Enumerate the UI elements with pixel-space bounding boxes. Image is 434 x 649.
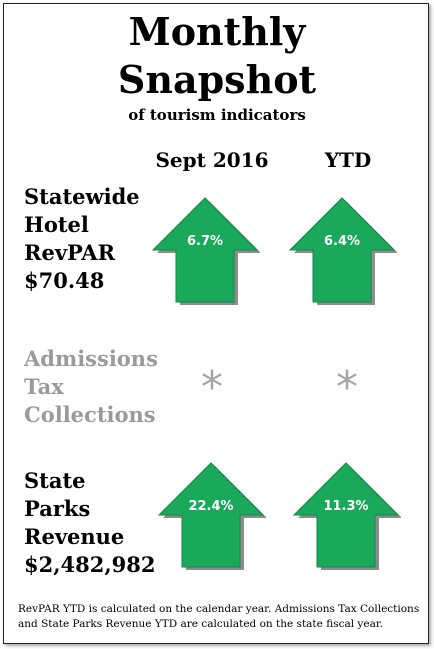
parks-month-change: 22.4% [188,499,233,514]
label-line: Tax [24,374,64,399]
label-line: State [24,468,86,493]
up-arrow-icon: 6.7% [151,197,260,305]
label-line: Admissions [24,346,158,371]
label-line: Collections [24,402,156,427]
title-line-2: Snapshot [117,57,317,102]
label-line: Parks [24,496,91,521]
footnote: RevPAR YTD is calculated on the calendar… [18,603,420,630]
parks-ytd-change: 11.3% [323,499,368,514]
indicator-label-revpar: Statewide Hotel RevPAR $70.48 [24,183,140,295]
column-header-ytd: YTD [324,148,372,172]
revpar-ytd-change: 6.4% [324,234,360,249]
up-arrow-icon: 22.4% [157,462,266,570]
column-header-month: Sept 2016 [155,148,269,172]
label-line: RevPAR [24,240,116,265]
title-line-1: Monthly [128,9,306,54]
indicator-label-parks: State Parks Revenue $2,482,982 [24,467,156,579]
up-arrow-icon: 6.4% [288,197,397,305]
label-line: $70.48 [24,268,105,293]
label-line: $2,482,982 [24,552,156,577]
label-line: Hotel [24,212,89,237]
subtitle: of tourism indicators [128,106,306,124]
asterisk-icon: * [336,362,358,413]
indicator-label-admissions: Admissions Tax Collections [24,345,158,429]
asterisk-icon: * [201,362,223,413]
label-line: Revenue [24,524,125,549]
up-arrow-icon: 11.3% [292,462,401,570]
label-line: Statewide [24,184,140,209]
revpar-month-change: 6.7% [187,234,223,249]
